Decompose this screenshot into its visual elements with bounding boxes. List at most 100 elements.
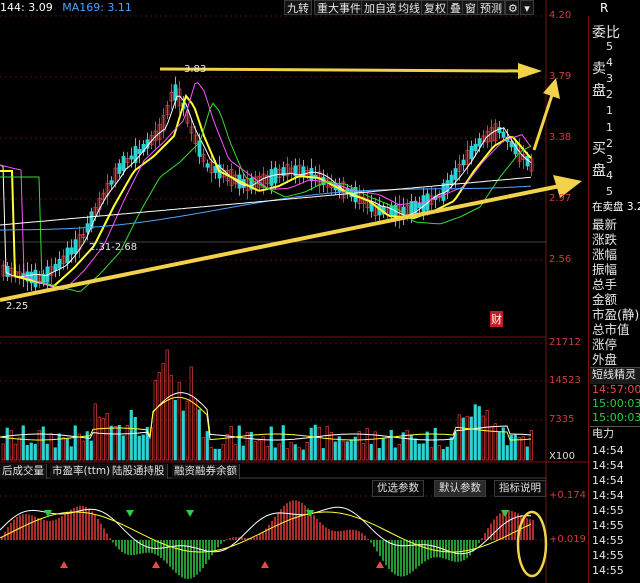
volume-bar — [97, 416, 101, 461]
volume-bar — [221, 443, 225, 461]
tab-optimal-params[interactable]: 优选参数 — [372, 480, 424, 497]
price-axis-label: 4.20 — [549, 10, 572, 21]
tab-margin[interactable]: 融资融券余额 — [172, 464, 240, 479]
volume-bar — [213, 448, 217, 461]
volume-bar — [513, 434, 517, 461]
volume-bar — [369, 444, 373, 461]
trend-arrows — [0, 63, 582, 578]
candle-body — [465, 150, 470, 165]
volume-bar — [217, 448, 221, 461]
candle-body — [277, 169, 282, 178]
signal-arrow — [376, 561, 384, 568]
candle-body — [285, 163, 290, 177]
candle-body — [117, 163, 122, 174]
add-watchlist-button[interactable]: 加自选 — [361, 0, 400, 15]
ma-button[interactable]: 均线 — [395, 0, 423, 15]
jiuzhuan-button[interactable]: 九转 — [284, 0, 312, 15]
signal-arrow — [152, 561, 160, 568]
volume-bar — [317, 426, 321, 461]
tab-indicator-help[interactable]: 指标说明 — [494, 480, 546, 497]
candle-body — [1, 264, 6, 277]
field-volume: 总手 — [592, 277, 618, 292]
volume-bar — [205, 431, 209, 461]
volume-bar — [517, 437, 521, 461]
candle-body — [213, 166, 218, 173]
volume-bar — [313, 424, 317, 461]
candle-body — [457, 163, 462, 173]
candle-body — [469, 145, 474, 160]
volume-bar — [73, 425, 77, 461]
spirit-header — [590, 367, 640, 384]
candle-body — [449, 174, 454, 186]
spirit-time[interactable]: 14:57:00 — [592, 383, 640, 396]
candle-body — [57, 259, 62, 269]
candle-body — [101, 192, 106, 201]
volume-bar — [329, 431, 333, 461]
ma-legend: 144: 3.09 MA169: 3.11 — [0, 1, 138, 14]
volume-bar — [261, 436, 265, 461]
spirit-time[interactable]: 15:00:03 — [592, 397, 640, 410]
field-change: 涨跌 — [592, 232, 618, 247]
arrow-head-up — [543, 78, 560, 99]
adjust-button[interactable]: 复权 — [421, 0, 449, 15]
candle-body — [9, 267, 14, 278]
volume-bar — [397, 443, 401, 461]
candle-body — [453, 168, 458, 180]
candle-body — [149, 135, 154, 145]
price-axis-label: 3.38 — [549, 132, 572, 143]
trade-time: 14:54 — [592, 474, 624, 487]
candle-body — [65, 247, 70, 264]
volume-bar — [449, 437, 453, 461]
candle-body — [281, 167, 286, 176]
candle-body — [473, 143, 478, 152]
ma169-legend: MA169: 3.11 — [62, 1, 132, 14]
volume-bar — [337, 436, 341, 461]
in-sell-label: 在卖盘 3.28 — [592, 201, 640, 213]
spirit-time[interactable]: 15:00:03 — [592, 411, 640, 424]
volume-bar — [121, 435, 125, 461]
ma-line — [0, 93, 532, 288]
macd-axis-label: +0.019 — [549, 534, 587, 545]
volume-bar — [41, 426, 45, 461]
sell-level: 1 — [606, 104, 613, 117]
forecast-button[interactable]: 预测 — [477, 0, 505, 15]
volume-bar — [5, 427, 9, 461]
field-limit-up: 涨停 — [592, 337, 618, 352]
volume-bar — [509, 434, 513, 461]
volume-bar — [297, 447, 301, 461]
dropdown-icon[interactable]: ▾ — [520, 0, 534, 15]
settings-icon[interactable]: ⚙ — [505, 0, 519, 15]
finance-badge[interactable]: 财 — [490, 311, 503, 327]
arrow-head-right-bottom — [553, 175, 582, 198]
tab-pe-ttm[interactable]: 市盈率(ttm) — [50, 464, 114, 479]
sell-level: 3 — [606, 72, 613, 85]
volume-axis-label: 7335 — [549, 414, 575, 425]
trade-time: 14:55 — [592, 564, 624, 577]
candle-body — [125, 157, 130, 164]
volume-bar — [105, 413, 109, 461]
volume-bar — [129, 409, 133, 461]
volume-bar — [433, 427, 437, 461]
volume-bar — [137, 435, 141, 461]
tab-volume[interactable]: 后成交量 — [0, 464, 47, 479]
volume-axis-label: 14523 — [549, 375, 581, 386]
dif-line — [0, 506, 532, 555]
sell-level: 2 — [606, 88, 613, 101]
volume-bar — [253, 441, 257, 461]
tab-default-params[interactable]: 默认参数 — [434, 480, 486, 497]
buy-level: 1 — [606, 121, 613, 134]
candle-body — [89, 211, 94, 229]
kline-chart[interactable] — [0, 0, 590, 583]
volume-bar — [85, 431, 89, 461]
candle-body — [365, 198, 370, 209]
spirit-title[interactable]: 短线精灵 — [592, 368, 636, 381]
tab-northbound[interactable]: 陆股通持股 — [110, 464, 168, 479]
field-amplitude: 振幅 — [592, 262, 618, 277]
price-axis-label: 2.97 — [549, 193, 572, 204]
volume-bar — [293, 444, 297, 461]
volume-bar — [53, 447, 57, 461]
candle-body — [129, 155, 134, 160]
candle-body — [265, 174, 270, 185]
sector-label[interactable]: 电力 — [592, 427, 614, 440]
volume-bar — [485, 410, 489, 461]
